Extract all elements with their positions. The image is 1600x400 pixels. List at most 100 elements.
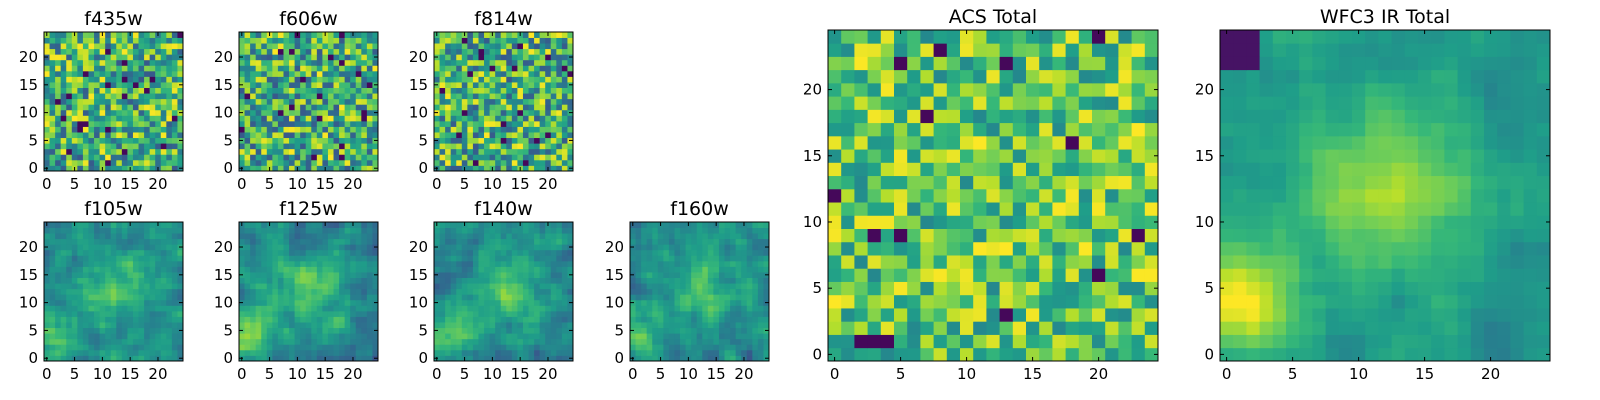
heatmap-cell <box>680 310 686 317</box>
heatmap-cell <box>244 299 251 306</box>
heatmap-cell <box>289 338 295 345</box>
heatmap-cell <box>652 272 659 278</box>
heatmap-cell <box>561 109 568 116</box>
heatmap-cell <box>511 132 518 139</box>
heatmap-cell <box>116 316 123 323</box>
heatmap-cell <box>522 294 529 301</box>
heatmap-cell <box>255 266 262 273</box>
heatmap-cell <box>718 272 725 278</box>
heatmap-cell <box>333 98 340 105</box>
heatmap-cell <box>763 238 770 245</box>
heatmap-cell <box>434 333 440 340</box>
heatmap-cell <box>127 137 134 144</box>
heatmap-cell <box>450 255 457 262</box>
heatmap-cell <box>316 238 323 245</box>
heatmap-cell <box>121 115 128 122</box>
heatmap-cell <box>973 281 987 296</box>
heatmap-cell <box>289 126 295 133</box>
heatmap-cell <box>177 255 184 262</box>
heatmap-cell <box>250 272 257 278</box>
heatmap-cell <box>668 338 675 345</box>
heatmap-cell <box>255 82 262 88</box>
heatmap-cell <box>674 288 681 295</box>
heatmap-cell <box>685 316 692 323</box>
heatmap-cell <box>724 333 731 340</box>
heatmap-cell <box>127 87 134 94</box>
heatmap-cell <box>144 233 151 240</box>
heatmap-cell <box>730 338 737 345</box>
heatmap-cell <box>366 333 373 340</box>
heatmap-cell <box>350 65 357 72</box>
heatmap-cell <box>534 159 541 166</box>
heatmap-cell <box>534 126 541 133</box>
heatmap-cell <box>495 104 502 111</box>
heatmap-cell <box>718 288 725 295</box>
heatmap-cell <box>322 349 329 356</box>
heatmap-cell <box>472 48 479 55</box>
heatmap-cell <box>289 255 295 262</box>
heatmap-cell <box>166 305 173 312</box>
heatmap-cell <box>986 308 1000 322</box>
heatmap-cell <box>495 305 502 312</box>
heatmap-cell <box>255 148 262 155</box>
heatmap-cell <box>920 149 934 163</box>
heatmap-cell <box>110 310 117 317</box>
heatmap-cell <box>713 266 720 273</box>
heatmap-cell <box>71 310 78 317</box>
heatmap-cell <box>1012 175 1027 190</box>
heatmap-cell <box>361 43 368 50</box>
heatmap-cell <box>511 355 518 362</box>
heatmap-cell <box>66 48 73 55</box>
heatmap-cell <box>522 338 529 345</box>
heatmap-cell <box>250 349 257 356</box>
heatmap-cell <box>99 43 106 50</box>
heatmap-cell <box>439 148 446 155</box>
heatmap-cell <box>534 120 541 127</box>
heatmap-cell <box>366 93 373 100</box>
heatmap-cell <box>528 59 535 66</box>
heatmap-cell <box>556 327 563 334</box>
heatmap-cell <box>511 59 518 66</box>
heatmap-cell <box>506 132 513 139</box>
heatmap-cell <box>495 272 502 278</box>
heatmap-cell <box>472 227 479 234</box>
heatmap-cell <box>149 59 156 66</box>
heatmap-cell <box>311 244 318 251</box>
heatmap-cell <box>177 120 184 127</box>
heatmap-cell <box>763 344 770 351</box>
heatmap-cell <box>528 32 535 38</box>
heatmap-cell <box>999 281 1014 296</box>
heatmap-cell <box>539 76 546 83</box>
heatmap-cell <box>372 98 379 105</box>
heatmap-cell <box>355 233 362 240</box>
heatmap-cell <box>707 344 714 351</box>
heatmap-cell <box>289 294 295 301</box>
heatmap-cell <box>545 277 552 284</box>
heatmap-cell <box>110 65 117 72</box>
heatmap-cell <box>752 355 759 362</box>
heatmap-cell <box>1092 175 1106 190</box>
heatmap-cell <box>244 37 251 44</box>
heatmap-cell <box>60 227 67 234</box>
heatmap-cell <box>472 349 479 356</box>
heatmap-cell <box>757 227 764 234</box>
heatmap-cell <box>94 87 100 94</box>
heatmap-cell <box>294 294 301 301</box>
heatmap-cell <box>116 59 123 66</box>
heatmap-cell <box>461 255 468 262</box>
heatmap-cell <box>105 104 112 111</box>
heatmap-cell <box>127 305 134 312</box>
heatmap-cell <box>522 54 529 61</box>
heatmap-cell <box>894 334 908 349</box>
heatmap-cell <box>49 37 56 44</box>
heatmap-cell <box>361 260 368 267</box>
heatmap-cell <box>105 355 112 362</box>
heatmap-cell <box>77 48 84 55</box>
heatmap-cell <box>88 48 95 55</box>
heatmap-cell <box>266 305 273 312</box>
heatmap-cell <box>522 137 529 144</box>
heatmap-cell <box>316 316 323 323</box>
heatmap-cell <box>322 154 329 161</box>
heatmap-cell <box>434 349 440 356</box>
heatmap-cell <box>718 322 725 329</box>
